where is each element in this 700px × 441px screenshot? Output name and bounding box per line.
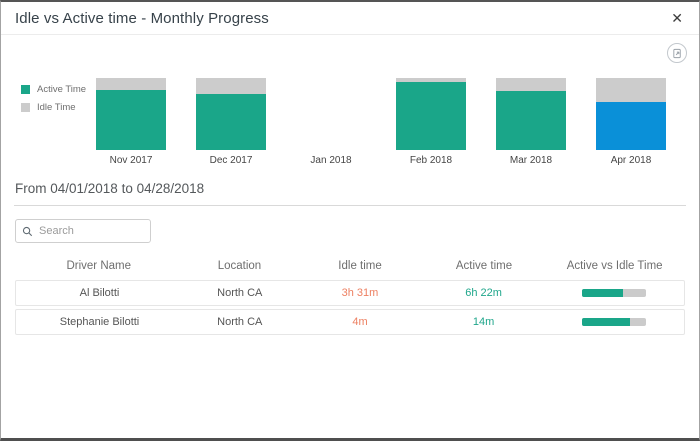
search-box — [15, 219, 151, 243]
legend-swatch — [21, 103, 30, 112]
active-time-cell: 14m — [472, 316, 495, 328]
active-time-segment[interactable] — [596, 101, 666, 150]
driver-name-cell: Stephanie Bilotti — [59, 316, 140, 328]
chart-bar-mar-2018[interactable] — [496, 78, 566, 150]
month-label: Dec 2017 — [209, 155, 253, 166]
active-vs-idle-cell — [544, 318, 684, 326]
chart-bar-nov-2017[interactable] — [96, 78, 166, 150]
active-time-segment[interactable] — [196, 93, 266, 150]
legend-item-idle-time[interactable]: Idle Time — [21, 102, 86, 113]
active-vs-idle-cell — [544, 289, 684, 297]
table-row[interactable]: Al Bilotti North CA 3h 31m 6h 22m — [15, 280, 685, 306]
idle-time-cell: 4m — [352, 316, 368, 328]
date-range-heading: From 04/01/2018 to 04/28/2018 — [15, 181, 205, 196]
location-cell: North CA — [217, 287, 263, 299]
legend-label: Active Time — [37, 84, 87, 95]
chart-slot-dec-2017: Dec 2017 — [181, 78, 281, 166]
idle-time-segment[interactable] — [396, 78, 466, 83]
chart-slot-nov-2017: Nov 2017 — [81, 78, 181, 166]
section-divider — [14, 205, 686, 206]
idle-time-segment[interactable] — [96, 78, 166, 90]
month-label: Jan 2018 — [310, 155, 352, 166]
column-header-location: Location — [217, 260, 262, 272]
progress-fill — [581, 318, 631, 326]
chart-bar-feb-2018[interactable] — [396, 78, 466, 150]
close-icon[interactable]: ✕ — [671, 10, 683, 26]
idle-time-cell: 3h 31m — [341, 287, 379, 299]
month-label: Apr 2018 — [610, 155, 652, 166]
column-header-idle-time: Idle time — [338, 260, 382, 272]
idle-time-segment[interactable] — [596, 78, 666, 102]
column-header-active-vs-idle-time: Active vs Idle Time — [566, 260, 663, 272]
month-label: Mar 2018 — [509, 155, 553, 166]
driver-name-cell: Al Bilotti — [79, 287, 120, 299]
modal-title: Idle vs Active time - Monthly Progress — [15, 9, 269, 27]
month-label: Feb 2018 — [409, 155, 453, 166]
active-vs-idle-progress-bar — [581, 289, 646, 297]
drivers-table: Driver Name Location Idle time Active time A… — [15, 255, 685, 335]
idle-time-segment[interactable] — [496, 78, 566, 91]
active-time-segment[interactable] — [496, 90, 566, 150]
active-time-cell: 6h 22m — [465, 287, 502, 299]
legend-swatch — [21, 85, 30, 94]
table-row[interactable]: Stephanie Bilotti North CA 4m 14m — [15, 309, 685, 335]
chart-bar-apr-2018[interactable] — [596, 78, 666, 150]
active-vs-idle-progress-bar — [581, 318, 646, 326]
search-input[interactable] — [39, 225, 144, 237]
export-chart-icon — [672, 48, 683, 59]
legend-item-active-time[interactable]: Active Time — [21, 84, 86, 95]
export-button[interactable] — [667, 43, 687, 63]
active-time-segment[interactable] — [396, 82, 466, 150]
location-cell: North CA — [217, 316, 263, 328]
column-header-driver-name: Driver Name — [66, 260, 132, 272]
table-body: Al Bilotti North CA 3h 31m 6h 22m Stephanie … — [15, 280, 685, 335]
legend-label: Idle Time — [37, 102, 76, 113]
month-label: Nov 2017 — [109, 155, 153, 166]
chart-bar-dec-2017[interactable] — [196, 78, 266, 150]
chart-slot-apr-2018: Apr 2018 — [581, 78, 681, 166]
chart-legend: Active Time Idle Time — [21, 84, 86, 120]
chart-slot-mar-2018: Mar 2018 — [481, 78, 581, 166]
search-icon — [22, 226, 33, 237]
chart-slot-feb-2018: Feb 2018 — [381, 78, 481, 166]
progress-fill — [581, 289, 623, 297]
table-header-row: Driver Name Location Idle time Active time A… — [15, 255, 685, 280]
modal-header: Idle vs Active time - Monthly Progress — [1, 2, 699, 35]
active-time-segment[interactable] — [96, 89, 166, 150]
column-header-active-time: Active time — [455, 260, 513, 272]
chart-slot-jan-2018: Jan 2018 — [281, 78, 381, 166]
monthly-progress-chart: Active Time Idle Time Nov 2017 Dec 2017 Jan… — [1, 39, 699, 169]
chart-bar-jan-2018[interactable] — [296, 78, 366, 150]
idle-time-segment[interactable] — [196, 78, 266, 94]
